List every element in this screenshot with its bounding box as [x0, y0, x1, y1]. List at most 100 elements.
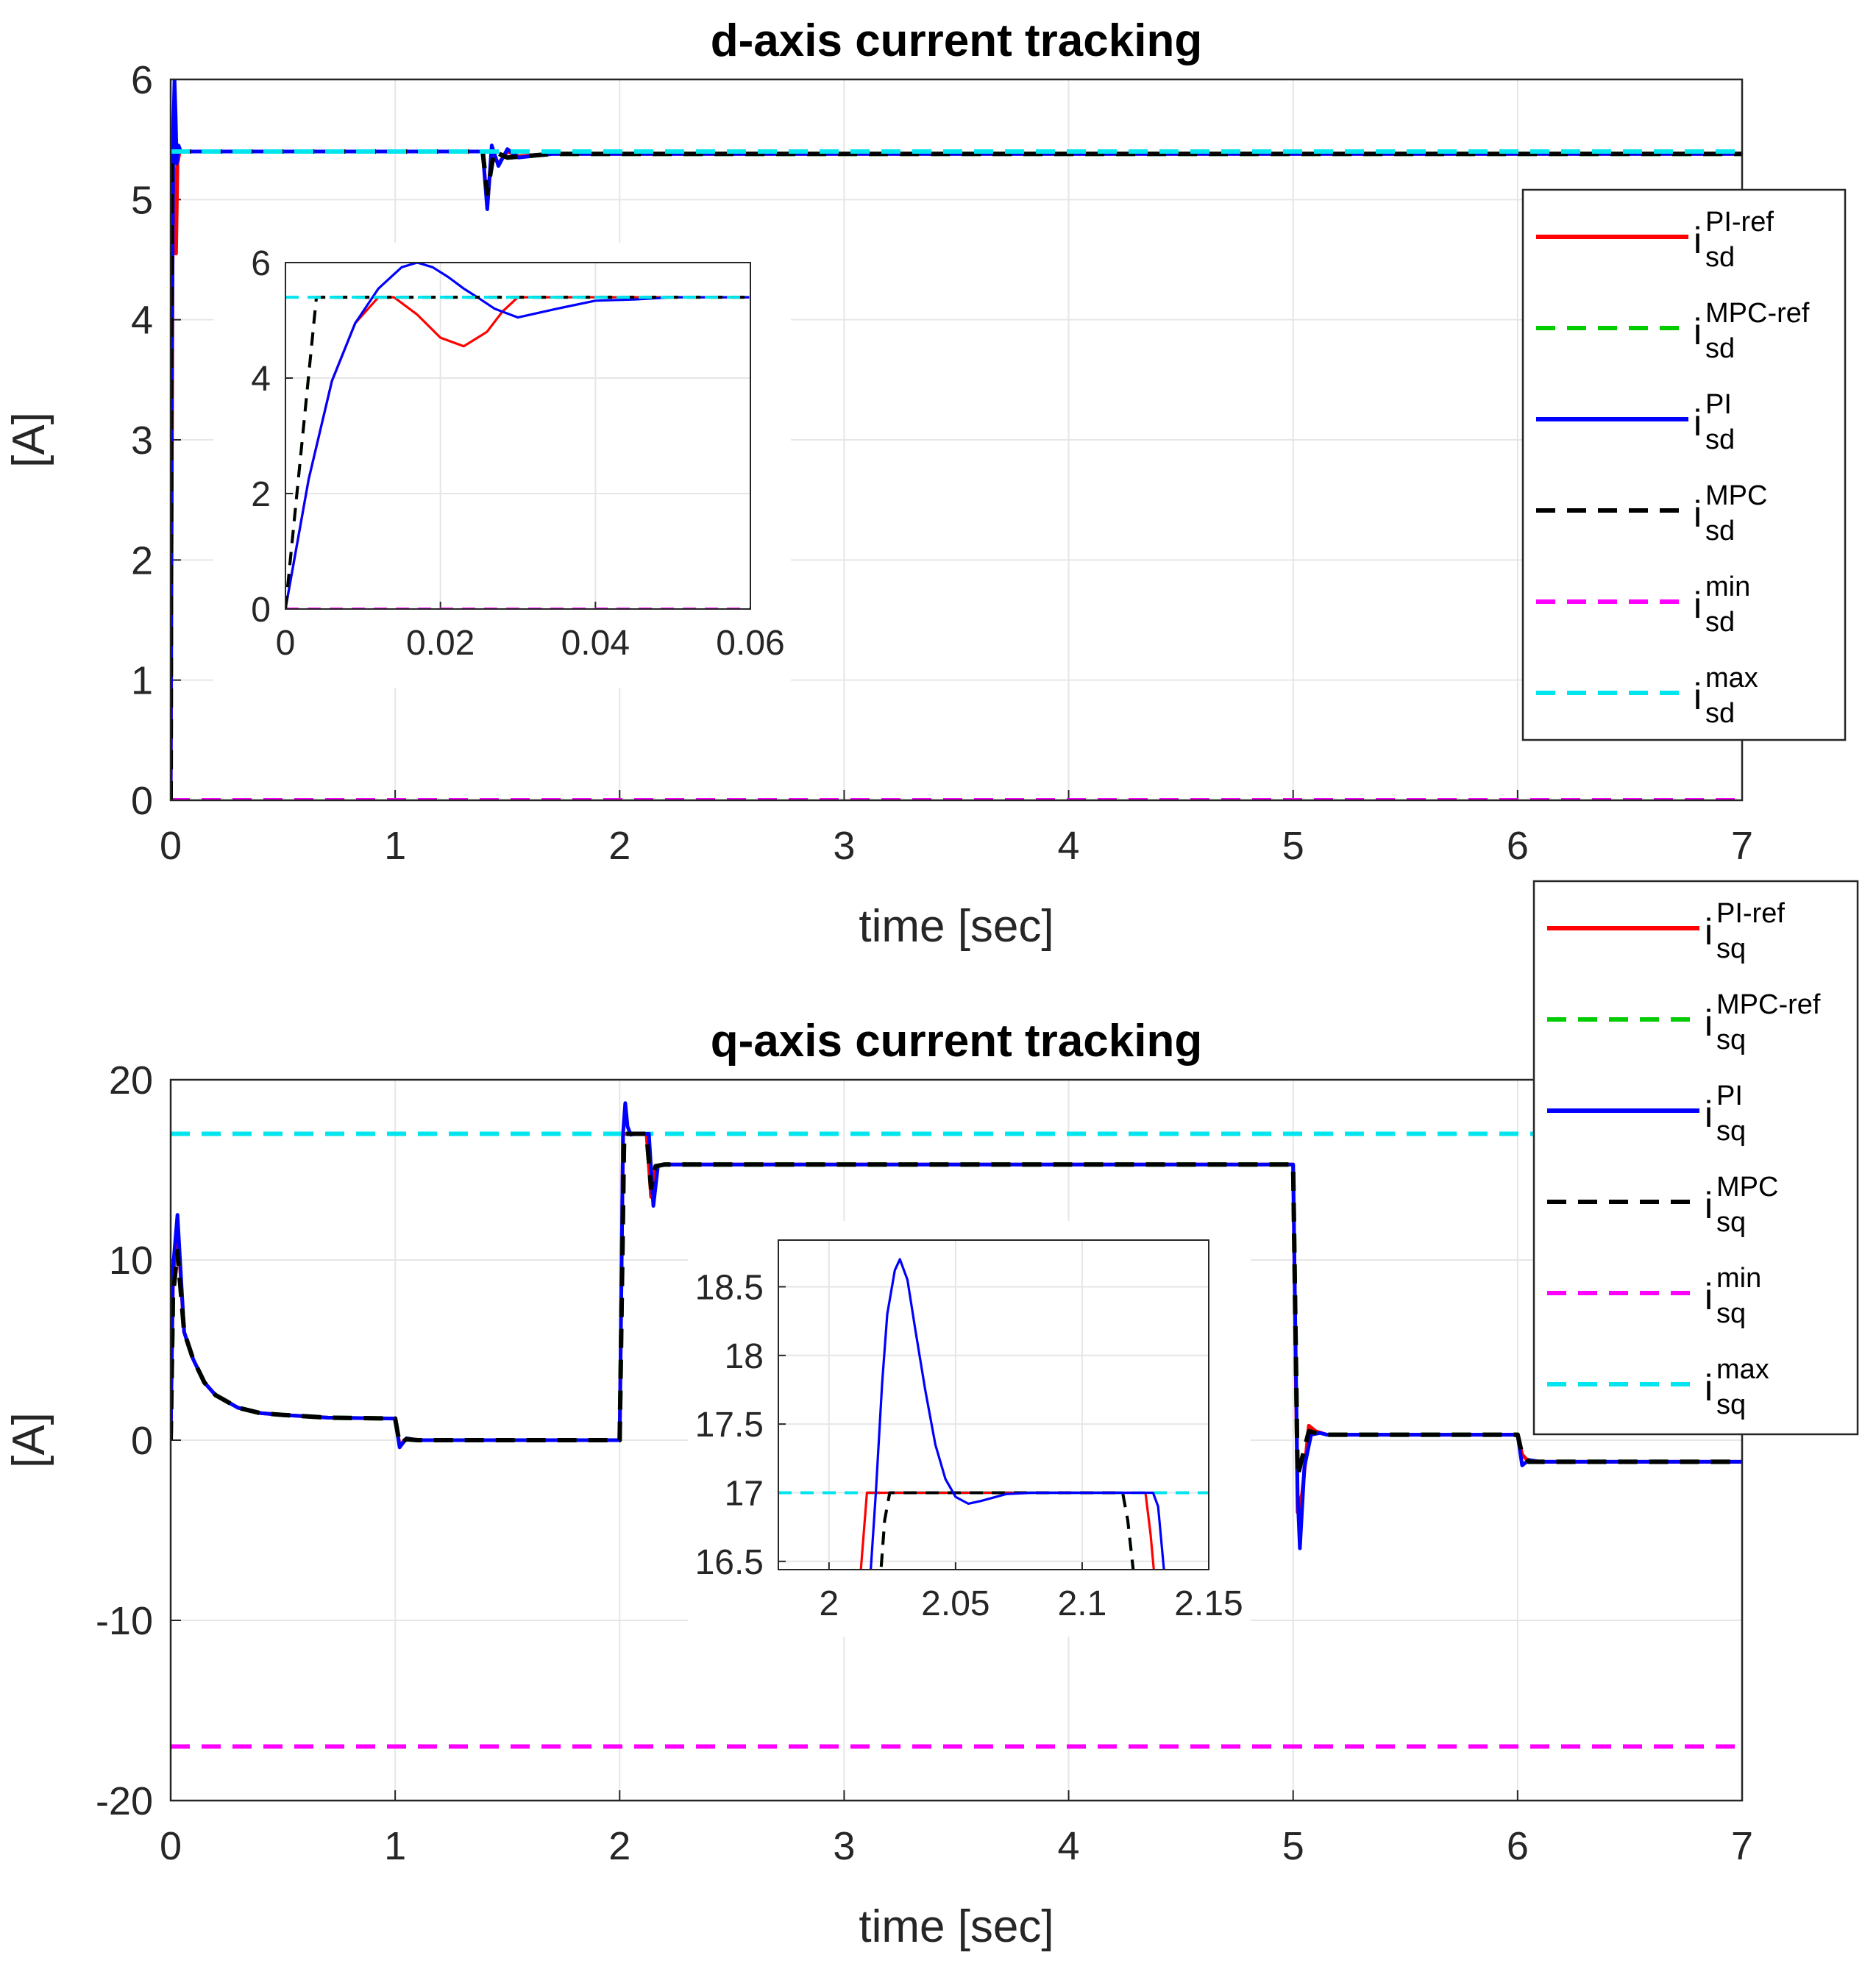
chart1-x-tick-label: 2	[608, 824, 630, 868]
chart1-y-tick-label: 4	[131, 299, 153, 343]
chart1-inset-x-tick-label: 0.02	[406, 624, 475, 663]
chart1-inset-x-tick-label: 0.06	[716, 624, 784, 663]
chart2-inset-y-tick-label: 17.5	[695, 1406, 764, 1445]
chart1-inset-y-tick-label: 6	[251, 244, 271, 283]
chart2-legend-subscript-0: sq	[1716, 933, 1746, 964]
chart1-inset-series-group	[285, 263, 750, 609]
chart1-legend-label-5: i	[1694, 676, 1702, 717]
chart2-inset-series-line-3	[879, 1491, 1135, 1570]
chart1-legend-label-3: i	[1694, 494, 1702, 535]
chart1-legend-superscript-2: PI	[1705, 389, 1732, 420]
chart1-y-tick-label: 1	[131, 659, 153, 703]
chart1-y-tick-label: 0	[131, 779, 153, 823]
chart2-legend-label-1: i	[1705, 1003, 1713, 1044]
chart1-legend-superscript-3: MPC	[1705, 480, 1767, 511]
chart2-y-tick-label: 0	[131, 1419, 153, 1463]
chart2-x-tick-label: 6	[1507, 1824, 1529, 1868]
chart2-legend-subscript-2: sq	[1716, 1116, 1746, 1147]
chart2-legend-subscript-3: sq	[1716, 1207, 1746, 1238]
chart1-y-tick-label: 2	[131, 538, 153, 583]
chart1-legend-subscript-1: sd	[1705, 333, 1735, 364]
chart2-inset-x-tick-label: 2	[819, 1584, 839, 1623]
chart1-legend-subscript-2: sd	[1705, 424, 1735, 455]
chart2-legend-superscript-5: max	[1716, 1354, 1769, 1385]
chart1-y-axis-label: [A]	[4, 412, 54, 468]
chart2-legend-subscript-5: sq	[1716, 1389, 1746, 1420]
chart1-legend-box	[1521, 188, 1847, 741]
chart1-legend-subscript-0: sd	[1705, 242, 1735, 273]
chart1-legend-superscript-1: MPC-ref	[1705, 298, 1810, 329]
chart2-inset-y-tick-label: 18	[725, 1337, 764, 1376]
chart2-legend-superscript-4: min	[1716, 1263, 1761, 1294]
chart1-y-tick-label: 5	[131, 178, 153, 222]
chart2-inset-x-tick-label: 2.15	[1174, 1584, 1243, 1623]
chart1-x-tick-label: 6	[1507, 824, 1529, 868]
chart2-legend-superscript-0: PI-ref	[1716, 898, 1785, 929]
chart2-axes-box	[169, 1078, 1744, 1802]
chart1-y-tick-label: 3	[131, 419, 153, 463]
chart1-legend-superscript-4: min	[1705, 572, 1750, 602]
chart2-inset-series-group	[778, 1258, 1209, 1570]
chart1-x-tick-label: 1	[384, 824, 406, 868]
chart1-title: d-axis current tracking	[711, 15, 1202, 66]
chart2-legend-label-2: i	[1705, 1094, 1713, 1135]
chart1-legend-label-4: i	[1694, 585, 1702, 626]
chart1-x-tick-label: 5	[1282, 824, 1304, 868]
chart2-inset-axes-box	[778, 1239, 1209, 1570]
chart1-x-tick-label: 0	[160, 824, 182, 868]
chart1-x-tick-label: 3	[833, 824, 855, 868]
chart1-x-axis-label: time [sec]	[859, 901, 1054, 952]
chart1-inset-series-line-2	[285, 263, 750, 609]
chart2-legend-label-3: i	[1705, 1185, 1713, 1226]
chart2-x-tick-label: 2	[608, 1824, 630, 1868]
chart2-x-tick-label: 4	[1058, 1824, 1080, 1868]
chart2-title: q-axis current tracking	[711, 1016, 1202, 1067]
chart2-legend-subscript-4: sq	[1716, 1298, 1746, 1329]
chart2-legend-subscript-1: sq	[1716, 1025, 1746, 1055]
chart2-y-tick-label: -10	[96, 1599, 153, 1643]
chart1-inset-axes-box	[285, 262, 751, 610]
chart2-x-tick-label: 1	[384, 1824, 406, 1868]
chart2-x-axis-label: time [sec]	[859, 1901, 1054, 1952]
chart2-x-tick-label: 5	[1282, 1824, 1304, 1868]
chart2-x-tick-label: 7	[1731, 1824, 1753, 1868]
chart2-inset-y-tick-label: 17	[725, 1474, 764, 1513]
chart1-legend-subscript-3: sd	[1705, 516, 1735, 546]
chart1-legend-superscript-0: PI-ref	[1705, 207, 1774, 238]
chart2-legend-box	[1532, 880, 1859, 1436]
chart1-legend-label-1: i	[1694, 311, 1702, 352]
chart2-series-group	[171, 1101, 1742, 1749]
chart2-legend-superscript-2: PI	[1716, 1080, 1743, 1111]
chart2-inset-series-line-1	[859, 1491, 1155, 1570]
chart1-inset-x-tick-label: 0	[276, 624, 296, 663]
chart1-inset-y-tick-label: 2	[251, 475, 271, 514]
chart2-y-axis-label: [A]	[4, 1412, 54, 1468]
chart1-x-tick-label: 7	[1731, 824, 1753, 868]
chart1-y-tick-label: 6	[131, 58, 153, 102]
chart1-legend-subscript-5: sd	[1705, 698, 1735, 729]
chart2-x-tick-label: 0	[160, 1824, 182, 1868]
chart2-legend-label-0: i	[1705, 911, 1713, 953]
chart2-inset-x-tick-label: 2.1	[1058, 1584, 1107, 1623]
chart2-inset-x-tick-label: 2.05	[921, 1584, 989, 1623]
chart2-x-tick-label: 3	[833, 1824, 855, 1868]
chart1-legend-label-0: i	[1694, 220, 1702, 261]
chart2-y-tick-label: 20	[109, 1058, 153, 1103]
chart1-inset-x-tick-label: 0.04	[561, 624, 630, 663]
chart1-inset-background	[213, 243, 791, 688]
chart2-legend-superscript-1: MPC-ref	[1716, 989, 1821, 1020]
chart2-y-tick-label: -20	[96, 1779, 153, 1823]
chart2-inset-y-tick-label: 18.5	[695, 1268, 764, 1307]
chart2-legend-label-4: i	[1705, 1276, 1713, 1317]
chart2-inset-background	[688, 1221, 1251, 1637]
chart2-y-tick-label: 10	[109, 1239, 153, 1283]
chart1-inset-y-tick-label: 0	[251, 591, 271, 630]
chart1-legend-subscript-4: sd	[1705, 607, 1735, 638]
chart1-inset-y-tick-label: 4	[251, 360, 271, 399]
chart1-legend-label-2: i	[1694, 402, 1702, 444]
chart1-series-group	[171, 79, 1742, 800]
chart2-legend-label-5: i	[1705, 1367, 1713, 1409]
chart2-inset-series-line-4	[870, 1258, 1165, 1570]
